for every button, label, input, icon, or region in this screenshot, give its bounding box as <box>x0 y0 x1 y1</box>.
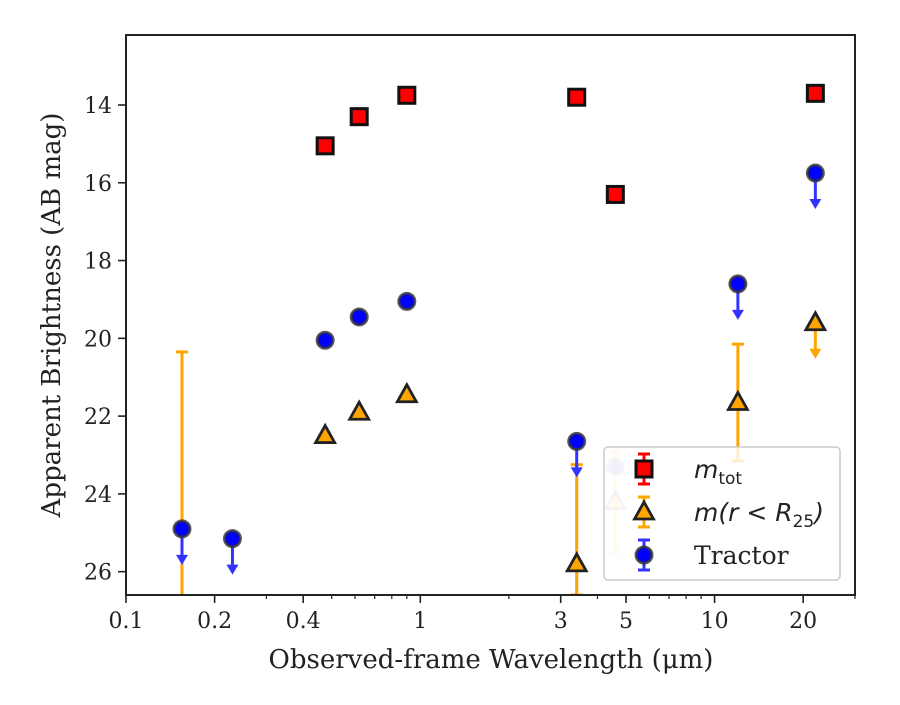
upper-limit-arrowhead <box>809 199 822 210</box>
x-tick-label: 1 <box>413 609 427 634</box>
marker-triangle <box>347 399 372 421</box>
y-tick-label: 18 <box>84 250 112 275</box>
x-tick-label: 3 <box>554 609 568 634</box>
legend-label: m(r < R25) <box>694 498 824 532</box>
marker-square <box>397 85 417 105</box>
marker-triangle <box>632 499 656 521</box>
marker-circle <box>172 519 192 539</box>
x-tick-label: 20 <box>789 609 817 634</box>
marker-triangle <box>564 551 589 573</box>
marker-square <box>349 107 369 127</box>
marker-circle <box>397 291 417 311</box>
legend-label: Tractor <box>694 541 789 570</box>
y-axis-label: Apparent Brightness (AB mag) <box>37 113 67 519</box>
y-tick-label: 20 <box>84 327 112 352</box>
marker-circle <box>805 163 825 183</box>
x-axis-label: Observed-frame Wavelength (μm) <box>269 645 714 675</box>
marker-triangle <box>173 601 192 618</box>
y-tick-label: 24 <box>84 483 112 508</box>
marker-square <box>634 459 654 479</box>
marker-square <box>315 136 335 156</box>
marker-circle <box>349 307 369 327</box>
y-tick-label: 14 <box>84 94 112 119</box>
legend: mtot m(r < R25) Tractor <box>603 446 841 581</box>
legend-label: mtot <box>694 455 742 489</box>
upper-limit-arrowhead <box>176 554 189 565</box>
marker-circle <box>728 274 748 294</box>
y-tick-label: 22 <box>84 405 112 430</box>
marker-triangle <box>394 381 419 404</box>
x-tick-label: 0.1 <box>109 609 144 634</box>
upper-limit-arrowhead <box>226 564 239 575</box>
marker-triangle <box>313 422 338 444</box>
x-tick-label: 0.2 <box>197 609 232 634</box>
y-tick-label: 16 <box>84 172 112 197</box>
series-square <box>315 83 825 204</box>
marker-circle <box>567 431 587 451</box>
x-tick-label: 10 <box>701 609 729 634</box>
marker-triangle <box>726 389 750 411</box>
axis-layer: 0.1 0.2 0.4 1 3 5 10 20 14 16 18 20 22 24 26 <box>84 34 856 634</box>
upper-limit-arrowhead <box>731 309 744 320</box>
marker-square <box>605 184 625 204</box>
plot-frame <box>125 34 856 596</box>
x-tick-label: 5 <box>619 609 633 634</box>
x-tick-label: 0.4 <box>286 609 321 634</box>
marker-circle <box>315 330 335 350</box>
marker-square <box>805 83 825 103</box>
marker-square <box>567 87 587 107</box>
y-tick-label: 26 <box>84 561 112 586</box>
marker-triangle <box>803 309 828 332</box>
marker-circle <box>634 545 654 565</box>
marker-circle <box>222 529 242 549</box>
legend-frame <box>603 446 841 581</box>
upper-limit-arrowhead <box>570 467 583 478</box>
upper-limit-arrowhead <box>809 348 822 359</box>
